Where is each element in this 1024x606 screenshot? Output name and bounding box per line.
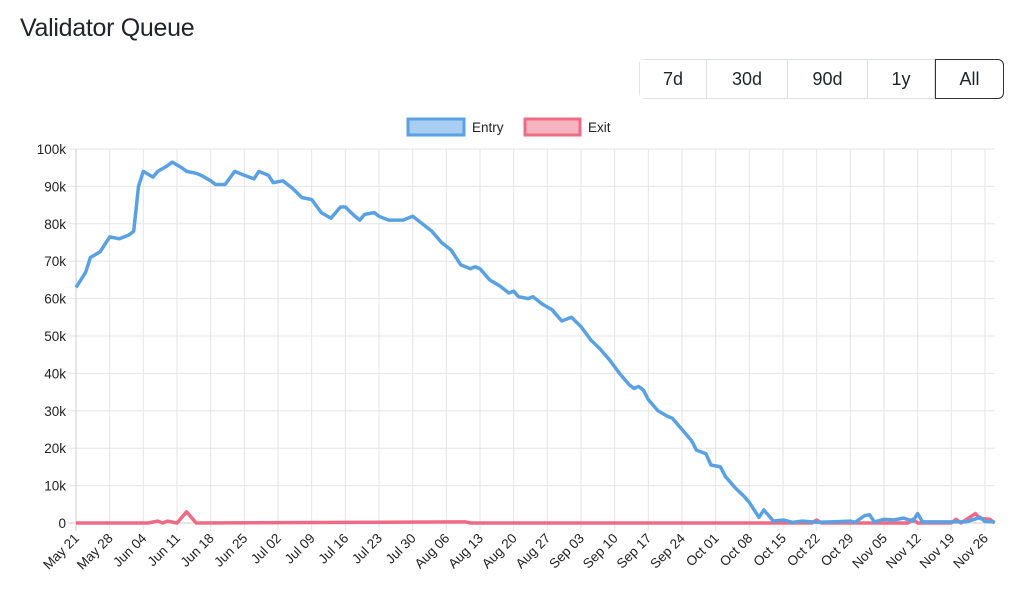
x-tick-label: Aug 20 xyxy=(479,531,520,572)
x-tick-label: Aug 27 xyxy=(513,531,554,572)
x-tick-label: Oct 01 xyxy=(683,531,722,570)
x-tick-label: Aug 13 xyxy=(445,531,486,572)
x-tick-label: Aug 06 xyxy=(412,531,453,572)
y-tick-label: 40k xyxy=(44,366,66,381)
x-tick-label: Jul 02 xyxy=(248,531,284,567)
x-tick-label: Sep 10 xyxy=(580,531,621,572)
y-tick-label: 50k xyxy=(44,329,66,344)
legend-exit-label[interactable]: Exit xyxy=(588,120,611,135)
y-tick-label: 80k xyxy=(44,217,66,232)
y-tick-label: 20k xyxy=(44,441,66,456)
x-tick-label: May 28 xyxy=(74,531,116,573)
range-1y-button[interactable]: 1y xyxy=(868,60,935,98)
y-tick-label: 10k xyxy=(44,479,66,494)
y-tick-label: 70k xyxy=(44,254,66,269)
legend-exit-swatch[interactable] xyxy=(523,117,582,137)
page-title: Validator Queue xyxy=(20,14,195,42)
x-tick-label: Jun 18 xyxy=(178,531,217,570)
x-tick-label: Nov 12 xyxy=(883,531,924,572)
x-tick-label: Jul 23 xyxy=(349,531,385,567)
x-tick-label: Sep 17 xyxy=(614,531,655,572)
x-tick-label: Oct 22 xyxy=(784,531,823,570)
x-tick-label: Jun 25 xyxy=(211,531,250,570)
range-7d-button[interactable]: 7d xyxy=(640,60,707,98)
legend-entry-swatch[interactable] xyxy=(406,117,466,137)
x-tick-label: Jul 16 xyxy=(315,531,351,567)
time-range-selector: 7d 30d 90d 1y All xyxy=(639,59,1004,99)
legend-entry-label[interactable]: Entry xyxy=(472,120,504,135)
series-line-entry xyxy=(74,160,995,525)
x-tick-label: Jun 04 xyxy=(110,530,150,570)
x-tick-label: Sep 24 xyxy=(647,530,688,571)
x-tick-label: Jul 09 xyxy=(282,531,318,567)
y-tick-label: 60k xyxy=(44,292,66,307)
x-tick-label: May 21 xyxy=(40,531,82,573)
x-tick-label: Nov 05 xyxy=(849,531,890,572)
range-30d-button[interactable]: 30d xyxy=(707,60,788,98)
y-tick-label: 90k xyxy=(44,179,66,194)
range-all-button[interactable]: All xyxy=(935,59,1004,99)
y-tick-label: 100k xyxy=(37,142,67,157)
x-tick-label: Oct 15 xyxy=(750,531,789,570)
x-tick-label: Nov 19 xyxy=(917,531,958,572)
y-tick-label: 0 xyxy=(58,516,66,531)
y-tick-label: 30k xyxy=(44,404,66,419)
x-tick-label: Jun 11 xyxy=(145,531,184,570)
x-tick-label: Nov 26 xyxy=(950,531,991,572)
range-90d-button[interactable]: 90d xyxy=(788,60,868,98)
x-tick-label: Sep 03 xyxy=(546,531,587,572)
x-tick-label: Oct 08 xyxy=(717,531,756,570)
